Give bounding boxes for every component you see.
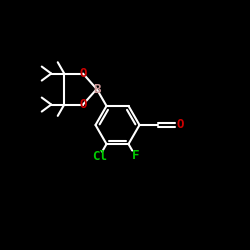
Text: B: B bbox=[93, 82, 100, 96]
Text: F: F bbox=[132, 150, 139, 162]
Text: O: O bbox=[176, 118, 184, 132]
Text: O: O bbox=[79, 67, 87, 80]
Text: O: O bbox=[79, 98, 87, 111]
Text: Cl: Cl bbox=[92, 150, 107, 163]
